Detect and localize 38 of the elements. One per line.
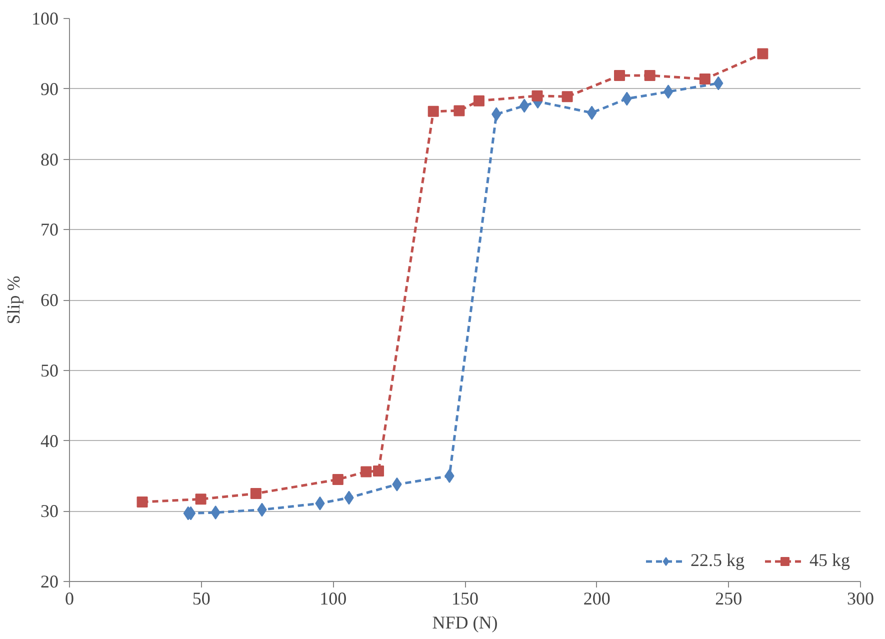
point <box>373 466 384 477</box>
legend-label: 22.5 kg <box>690 550 744 571</box>
point <box>250 488 262 500</box>
point <box>614 70 626 82</box>
legend-label: 45 kg <box>810 550 850 571</box>
y-axis-title: Slip % <box>4 276 24 324</box>
x-tick-label: 300 <box>847 588 874 608</box>
point <box>699 74 710 85</box>
y-tick-label: 20 <box>40 572 58 592</box>
y-tick-label: 60 <box>40 290 58 310</box>
y-tick-label: 30 <box>40 501 58 522</box>
point <box>532 90 543 102</box>
x-tick-label: 0 <box>65 588 74 608</box>
point <box>562 91 573 102</box>
point <box>332 474 344 485</box>
y-tick-label: 40 <box>40 430 58 451</box>
point <box>644 70 656 82</box>
y-tick-label: 90 <box>40 78 58 99</box>
point <box>586 106 597 120</box>
y-tick-label: 70 <box>40 220 58 240</box>
point <box>757 48 768 60</box>
point <box>360 466 372 478</box>
x-axis-title: NFD (N) <box>432 612 498 632</box>
point <box>663 84 674 99</box>
x-tick-label: 100 <box>320 588 347 608</box>
y-tick-label: 80 <box>40 149 58 170</box>
y-tick-label: 50 <box>40 360 58 380</box>
x-tick-label: 150 <box>452 588 478 608</box>
point <box>195 494 206 505</box>
point <box>473 95 484 106</box>
x-tick-label: 50 <box>192 588 210 608</box>
point <box>519 98 530 113</box>
x-tick-label: 250 <box>715 588 742 608</box>
point <box>136 496 148 508</box>
y-tick-label: 100 <box>32 8 58 28</box>
point <box>428 106 439 117</box>
point <box>454 105 465 116</box>
x-tick-label: 200 <box>583 588 610 608</box>
